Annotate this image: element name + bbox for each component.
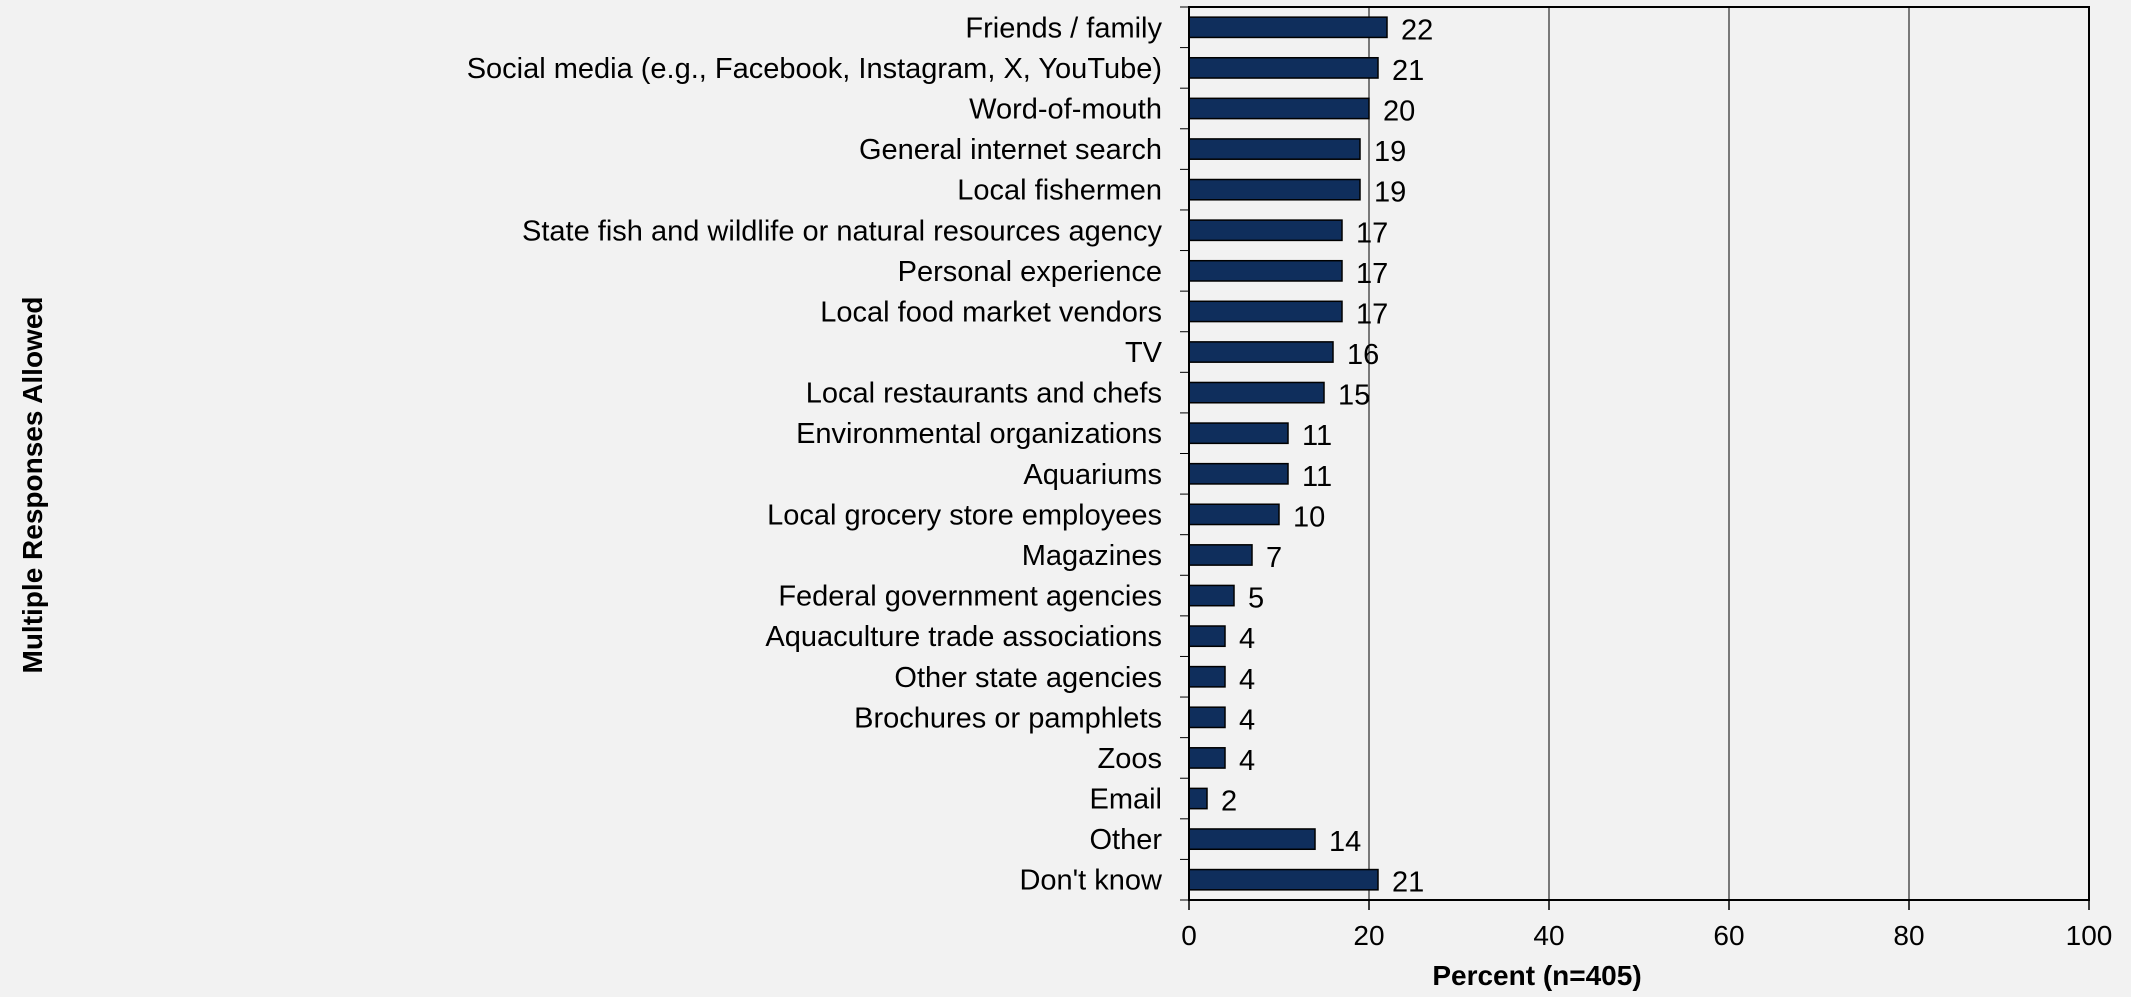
bar (1188, 828, 1316, 851)
category-label: Personal experience (898, 256, 1162, 288)
category-label: Local grocery store employees (767, 499, 1162, 531)
data-label: 17 (1356, 258, 1388, 290)
data-label: 4 (1239, 623, 1255, 655)
axes (1180, 6, 2090, 910)
bar (1188, 16, 1388, 39)
category-label: Local food market vendors (820, 296, 1162, 328)
bar (1188, 787, 1208, 810)
data-label: 21 (1392, 867, 1424, 899)
bar (1188, 138, 1361, 160)
bar (1188, 625, 1226, 648)
x-tick-label: 0 (1181, 920, 1197, 951)
bar (1188, 462, 1289, 485)
data-label: 14 (1329, 826, 1361, 858)
data-label: 16 (1347, 339, 1379, 371)
data-label: 4 (1239, 664, 1255, 696)
category-label: Other (1089, 824, 1162, 856)
category-label: Brochures or pamphlets (854, 702, 1162, 734)
bar (1188, 665, 1226, 688)
data-label: 15 (1338, 380, 1370, 412)
x-tick-label: 60 (1713, 920, 1744, 951)
category-label: Social media (e.g., Facebook, Instagram,… (467, 53, 1162, 85)
bar (1188, 706, 1226, 729)
data-label: 21 (1392, 55, 1424, 87)
category-label: Environmental organizations (796, 418, 1162, 450)
category-label: Word-of-mouth (969, 93, 1162, 125)
x-axis-title: Percent (n=405) (1432, 960, 1641, 991)
bar (1188, 259, 1343, 282)
category-label: Magazines (1022, 540, 1162, 572)
category-label: Email (1089, 784, 1162, 816)
bar (1188, 56, 1379, 79)
data-label: 10 (1293, 501, 1325, 533)
x-tick-label: 100 (2066, 920, 2113, 951)
data-label: 2 (1221, 786, 1237, 818)
data-label: 4 (1239, 745, 1255, 777)
category-label: Zoos (1098, 743, 1162, 775)
bar (1188, 868, 1379, 891)
category-label: Local fishermen (957, 175, 1162, 207)
data-label: 19 (1374, 177, 1406, 209)
labels: 0 20 40 60 80 100 Friends / family 22 Social med… (467, 12, 2113, 951)
data-label: 17 (1356, 217, 1388, 249)
x-tick-label: 40 (1533, 920, 1564, 951)
bar (1188, 341, 1334, 363)
data-label: 11 (1302, 461, 1332, 493)
category-label: Aquaculture trade associations (765, 621, 1162, 653)
category-label: Local restaurants and chefs (806, 378, 1162, 410)
bar (1188, 747, 1226, 769)
data-label: 5 (1248, 583, 1264, 615)
gridlines (1368, 7, 1910, 900)
bar (1188, 300, 1343, 323)
bar (1188, 97, 1370, 120)
bar (1188, 381, 1325, 404)
category-label: TV (1125, 337, 1163, 369)
bar (1188, 178, 1361, 201)
category-label: Friends / family (965, 12, 1162, 44)
data-label: 22 (1401, 14, 1433, 46)
category-label: Aquariums (1023, 459, 1162, 491)
data-label: 4 (1239, 704, 1255, 736)
bar (1188, 544, 1253, 566)
data-label: 17 (1356, 298, 1388, 330)
data-label: 11 (1302, 420, 1332, 452)
data-label: 19 (1374, 136, 1406, 168)
category-label: State fish and wildlife or natural resou… (522, 215, 1162, 247)
y-axis-title: Multiple Responses Allowed (17, 296, 48, 673)
bar (1188, 219, 1343, 242)
data-label: 20 (1383, 95, 1415, 127)
x-tick-label: 20 (1353, 920, 1384, 951)
bar (1188, 422, 1289, 445)
x-tick-label: 80 (1893, 920, 1924, 951)
category-label: General internet search (859, 134, 1162, 166)
bar (1188, 503, 1280, 526)
bar (1188, 584, 1235, 607)
category-label: Other state agencies (894, 662, 1162, 694)
category-label: Don't know (1019, 865, 1163, 897)
bars (1188, 16, 1388, 891)
data-label: 7 (1266, 542, 1282, 574)
category-label: Federal government agencies (778, 581, 1162, 613)
